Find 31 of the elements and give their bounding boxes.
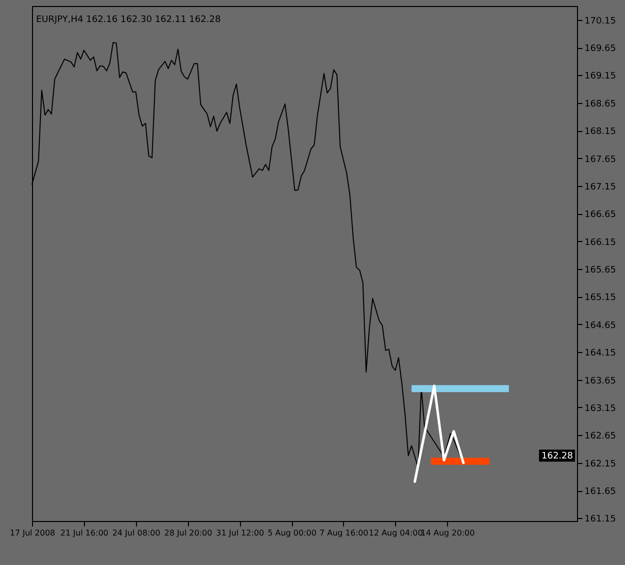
y-tick-label: 169.15 — [584, 72, 616, 82]
x-tick-label: 7 Aug 16:00 — [320, 528, 368, 538]
x-tick-label: 17 Jul 2008 — [10, 528, 56, 538]
x-tick-label: 24 Jul 08:00 — [112, 528, 160, 538]
y-tick-label: 161.65 — [584, 487, 616, 498]
x-tick-label: 14 Aug 20:00 — [420, 528, 475, 538]
y-tick-label: 164.65 — [584, 320, 616, 331]
y-tick-label: 168.15 — [584, 127, 616, 138]
y-tick-label: 164.15 — [584, 348, 616, 359]
y-tick-label: 165.15 — [584, 293, 616, 304]
y-tick-label: 162.65 — [584, 432, 616, 442]
x-tick-label: 5 Aug 00:00 — [268, 528, 316, 538]
y-tick-label: 166.65 — [584, 210, 616, 220]
x-tick-label: 28 Jul 20:00 — [164, 528, 212, 538]
y-tick-label: 165.65 — [584, 266, 616, 276]
y-tick-label: 162.15 — [584, 459, 616, 470]
y-tick-label: 167.65 — [584, 154, 616, 165]
y-tick-label: 167.15 — [584, 182, 616, 192]
x-tick-label: 21 Jul 16:00 — [60, 528, 108, 538]
annotation: 162.28 — [542, 452, 574, 462]
y-tick-label: 163.15 — [584, 404, 616, 414]
y-tick-label: 161.15 — [584, 514, 616, 525]
x-tick-label: 12 Aug 04:00 — [368, 528, 423, 538]
y-tick-label: 169.65 — [584, 44, 616, 54]
x-tick-label: 31 Jul 12:00 — [216, 528, 264, 538]
line-series — [414, 384, 465, 483]
y-tick-label: 166.15 — [584, 238, 616, 248]
y-tick-label: 163.65 — [584, 376, 616, 386]
y-tick-label: 168.65 — [584, 99, 616, 110]
y-tick-label: 170.15 — [584, 16, 616, 26]
text: EURJPY,H4 162.16 162.30 162.11 162.28 — [36, 15, 221, 25]
